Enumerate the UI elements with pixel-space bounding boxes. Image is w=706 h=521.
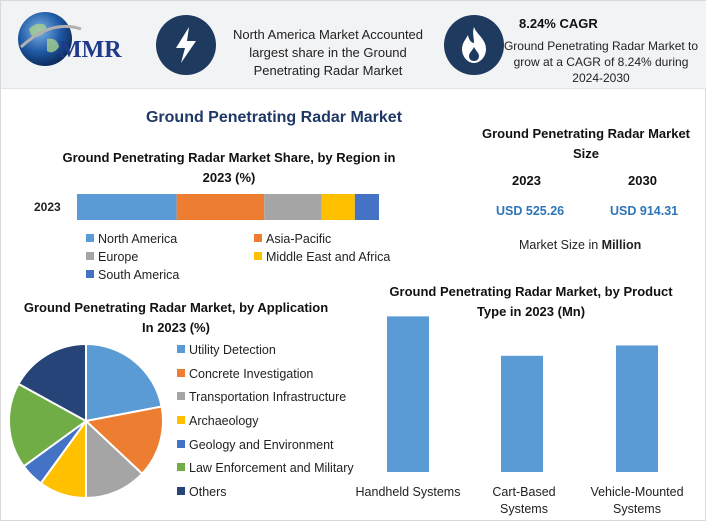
product-bar-chart (387, 316, 658, 472)
legend-swatch (254, 252, 262, 260)
legend-utility-detection: Utility Detection (177, 343, 276, 357)
legend-middle-east-africa: Middle East and Africa (254, 250, 390, 264)
legend-swatch (177, 463, 185, 471)
market-size-title: Ground Penetrating Radar Market Size (481, 126, 691, 161)
main-title: Ground Penetrating Radar Market (145, 109, 403, 126)
pie-slice-utility-detection (85, 342, 163, 423)
legend-swatch (177, 345, 185, 353)
region-stacked-bar (77, 194, 379, 220)
product-chart-title: Ground Penetrating Radar Market, by Prod… (389, 284, 673, 319)
legend-swatch (177, 440, 185, 448)
pie-slice-law-enforcement-and-military (8, 382, 88, 468)
stacked-segment-asia-pacific (176, 194, 265, 220)
header-band: MMR North America Market Accounted large… (1, 1, 706, 89)
legend-north-america: North America (86, 232, 177, 246)
legend-swatch (177, 416, 185, 424)
stacked-segment-south-america (354, 194, 379, 220)
market-size-year-2030: 2030 (628, 173, 657, 188)
product-bar-cart-based-systems (501, 355, 543, 472)
legend-swatch (177, 369, 185, 377)
legend-swatch (86, 252, 94, 260)
legend-swatch (177, 392, 185, 400)
legend-swatch (254, 234, 262, 242)
cagr-description: Ground Penetrating Radar Market to grow … (503, 39, 699, 85)
legend-geology-environment: Geology and Environment (177, 438, 334, 452)
north-america-share-note: North America Market Accounted largest s… (232, 27, 424, 78)
market-size-value-2030: USD 914.31 (610, 204, 679, 218)
legend-archaeology: Archaeology (177, 414, 259, 428)
pie-slice-others (17, 342, 87, 423)
pie-slice-concrete-investigation (83, 405, 164, 476)
legend-swatch (177, 487, 185, 495)
market-size-year-2023: 2023 (512, 173, 541, 188)
flame-icon (444, 15, 504, 75)
legend-swatch (86, 234, 94, 242)
legend-south-america: South America (86, 268, 179, 282)
legend-swatch (86, 270, 94, 278)
application-pie-chart (8, 342, 164, 500)
stacked-segment-europe (264, 194, 322, 220)
application-chart-title: Ground Penetrating Radar Market, by Appl… (23, 300, 329, 335)
product-label-vehicle-mounted: Vehicle-Mounted Systems (590, 485, 684, 516)
product-bar-vehicle-mounted-systems (616, 345, 658, 472)
cagr-headline: 8.24% CAGR (519, 16, 598, 31)
product-label-handheld: Handheld Systems (355, 485, 461, 499)
mmr-logo: MMR (18, 12, 122, 66)
market-size-value-2023: USD 525.26 (496, 204, 565, 218)
legend-transportation-infrastructure: Transportation Infrastructure (177, 390, 346, 404)
lightning-bolt-icon (156, 15, 216, 75)
region-chart-title: Ground Penetrating Radar Market Share, b… (62, 150, 396, 185)
region-bar-category: 2023 (34, 200, 61, 214)
legend-law-enforcement-military: Law Enforcement and Military (177, 461, 354, 475)
stacked-segment-middle-east-and-africa (321, 194, 355, 220)
legend-europe: Europe (86, 250, 138, 264)
pie-slice-transportation-infrastructure (85, 418, 144, 500)
stacked-segment-north-america (77, 194, 177, 220)
product-bar-handheld-systems (387, 316, 429, 472)
product-label-cart-based: Cart-Based Systems (492, 485, 556, 516)
legend-others: Others (177, 485, 227, 499)
logo-text: MMR (59, 37, 122, 63)
market-size-unit: Market Size in Million (519, 238, 642, 252)
legend-concrete-investigation: Concrete Investigation (177, 367, 313, 381)
legend-asia-pacific: Asia-Pacific (254, 232, 331, 246)
